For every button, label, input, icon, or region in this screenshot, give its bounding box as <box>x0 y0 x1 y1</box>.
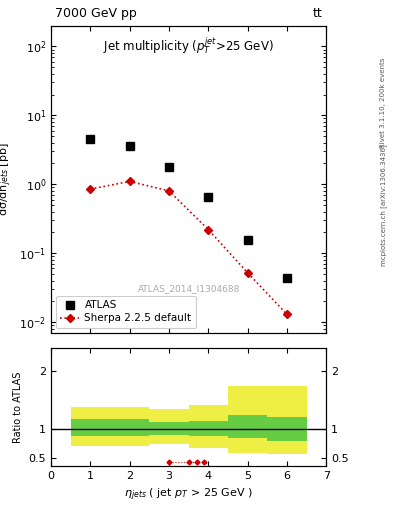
Sherpa 2.2.5 default <box>88 186 93 192</box>
Text: Rivet 3.1.10, 200k events: Rivet 3.1.10, 200k events <box>380 57 386 147</box>
X-axis label: $\eta_{jets}$ ( jet $p_T$ > 25 GeV ): $\eta_{jets}$ ( jet $p_T$ > 25 GeV ) <box>124 486 253 503</box>
Line: ATLAS: ATLAS <box>86 135 291 282</box>
Text: 7000 GeV pp: 7000 GeV pp <box>55 8 137 20</box>
ATLAS <box>245 237 250 243</box>
Text: Jet multiplicity ($p_T^{jet}$>25 GeV): Jet multiplicity ($p_T^{jet}$>25 GeV) <box>103 35 274 56</box>
ATLAS <box>127 143 132 149</box>
Text: ATLAS_2014_I1304688: ATLAS_2014_I1304688 <box>138 284 240 293</box>
Text: tt: tt <box>312 8 322 20</box>
ATLAS <box>285 275 289 282</box>
Line: Sherpa 2.2.5 default: Sherpa 2.2.5 default <box>87 178 290 317</box>
Legend: ATLAS, Sherpa 2.2.5 default: ATLAS, Sherpa 2.2.5 default <box>56 296 196 328</box>
Y-axis label: Ratio to ATLAS: Ratio to ATLAS <box>13 371 23 443</box>
Y-axis label: dσ/dn$_{jets}$ [pb]: dσ/dn$_{jets}$ [pb] <box>0 142 14 216</box>
Sherpa 2.2.5 default <box>167 188 171 194</box>
ATLAS <box>88 136 93 142</box>
ATLAS <box>206 194 211 200</box>
Sherpa 2.2.5 default <box>245 270 250 276</box>
Sherpa 2.2.5 default <box>127 178 132 184</box>
ATLAS <box>167 163 171 169</box>
Sherpa 2.2.5 default <box>285 311 289 317</box>
Sherpa 2.2.5 default <box>206 226 211 232</box>
Text: mcplots.cern.ch [arXiv:1306.3436]: mcplots.cern.ch [arXiv:1306.3436] <box>380 144 387 266</box>
